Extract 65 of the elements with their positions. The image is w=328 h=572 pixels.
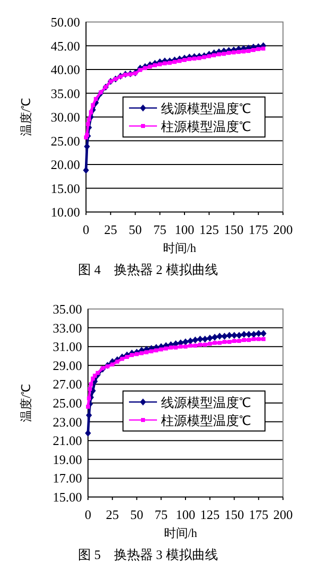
y-tick-label: 29.00 — [52, 358, 82, 373]
x-axis-title: 时间/h — [164, 526, 198, 540]
x-tick-label: 175 — [248, 222, 268, 237]
x-tick-label: 25 — [106, 507, 119, 522]
x-tick-label: 150 — [224, 507, 244, 522]
y-tick-label: 35.00 — [50, 86, 80, 101]
x-tick-label: 100 — [174, 222, 194, 237]
point — [260, 330, 266, 337]
x-tick-label: 100 — [176, 507, 196, 522]
point — [182, 338, 188, 346]
x-tick-label: 75 — [154, 507, 168, 522]
y-axis-title: 温度/℃ — [19, 384, 33, 422]
y-tick-label: 40.00 — [50, 62, 80, 77]
y-tick-label: 19.00 — [52, 452, 82, 467]
y-tick-label: 23.00 — [52, 414, 82, 430]
y-tick-label: 31.00 — [52, 339, 82, 354]
y-tick-label: 45.00 — [50, 38, 80, 54]
point — [206, 334, 213, 342]
x-tick-label: 200 — [273, 222, 293, 237]
point — [212, 334, 218, 341]
x-tick-label: 125 — [199, 222, 219, 237]
point — [226, 332, 232, 339]
y-tick-label: 15.00 — [52, 490, 82, 504]
y-tick-label: 35.00 — [52, 302, 82, 316]
x-tick-label: 200 — [273, 507, 293, 522]
point — [236, 332, 242, 339]
y-tick-label: 50.00 — [50, 14, 80, 30]
point — [222, 332, 228, 340]
legend-label: 线源模型温度℃ — [161, 101, 251, 116]
point — [202, 336, 208, 343]
point — [192, 336, 198, 344]
y-tick-label: 25.00 — [50, 133, 80, 148]
y-tick-label: 25.00 — [52, 396, 82, 410]
x-tick-label: 150 — [224, 222, 244, 237]
x-axis-title: 时间/h — [162, 241, 196, 255]
y-axis-title: 温度/℃ — [19, 98, 33, 136]
x-tick-label: 125 — [200, 507, 220, 522]
x-tick-label: 50 — [130, 507, 144, 522]
x-tick-label: 175 — [248, 507, 268, 522]
y-tick-label: 17.00 — [52, 470, 82, 486]
point — [197, 336, 204, 343]
y-tick-label: 15.00 — [50, 180, 80, 196]
x-tick-label: 0 — [84, 507, 92, 522]
x-tick-label: 50 — [128, 222, 142, 237]
legend-label: 柱源模型温度℃ — [161, 119, 251, 134]
point — [187, 337, 194, 344]
point — [250, 330, 257, 338]
point — [231, 332, 238, 339]
y-tick-label: 21.00 — [52, 433, 82, 448]
point — [241, 330, 247, 338]
caption: 图 5 换热器 3 模拟曲线 — [78, 547, 218, 562]
caption: 图 4 换热器 2 模拟曲线 — [78, 262, 218, 277]
legend-label: 线源模型温度℃ — [161, 395, 251, 410]
x-tick-label: 75 — [153, 222, 166, 237]
y-tick-label: 20.00 — [50, 157, 80, 172]
x-tick-label: 0 — [82, 222, 90, 237]
legend-label: 柱源模型温度℃ — [161, 413, 251, 428]
point — [256, 330, 262, 337]
point — [85, 430, 91, 437]
y-tick-label: 33.00 — [52, 320, 82, 336]
y-tick-label: 10.00 — [50, 204, 80, 220]
point — [246, 330, 252, 338]
x-tick-label: 25 — [104, 222, 118, 237]
y-tick-label: 30.00 — [50, 110, 80, 124]
y-tick-label: 27.00 — [52, 376, 82, 392]
